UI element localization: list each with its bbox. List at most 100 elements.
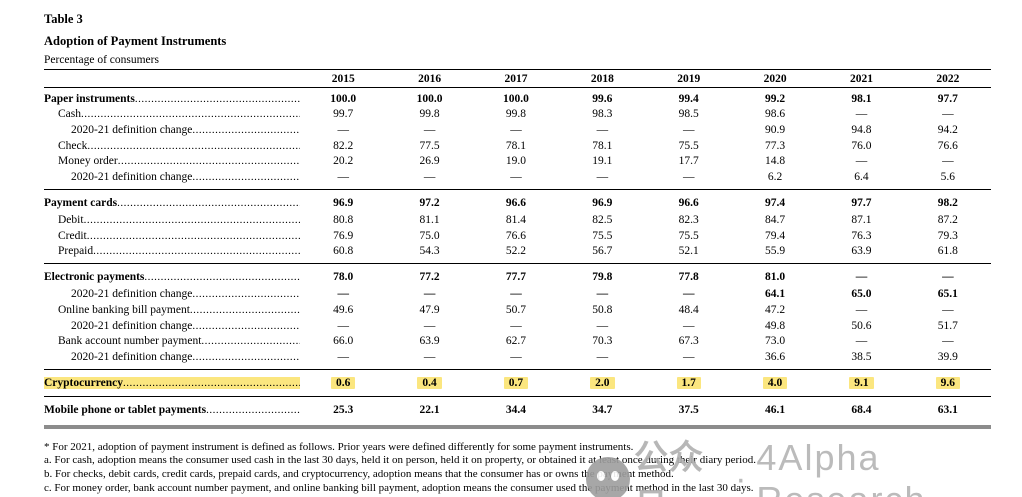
row-label-cell: Cryptocurrency <box>44 376 300 389</box>
cell-value: 65.1 <box>937 288 958 301</box>
value-cell: — <box>300 124 386 136</box>
cell-value: 67.3 <box>678 335 699 348</box>
cell-value: 98.6 <box>765 108 786 121</box>
row-label-cell: 2020-21 definition change <box>44 351 300 363</box>
cell-value: — <box>337 123 349 136</box>
value-cell: 99.7 <box>300 108 386 120</box>
cell-value: 78.1 <box>505 139 526 152</box>
cell-value: 77.8 <box>678 271 699 284</box>
row-label: Paper instruments <box>44 92 135 105</box>
table-row: Money order 20.2 26.9 19.0 19.1 17.7 14.8 — — <box>44 153 991 169</box>
cell-value: — <box>510 170 522 183</box>
dot-leader <box>117 197 300 209</box>
cell-value: 100.0 <box>330 92 357 105</box>
table-row: 2020-21 definition change — — — — — 36.6 38.5 3… <box>44 349 991 365</box>
value-cell: — <box>646 351 732 363</box>
row-label-cell: 2020-21 definition change <box>44 171 300 183</box>
value-cell: 17.7 <box>646 155 732 167</box>
cell-value: — <box>942 303 954 316</box>
row-label-cell: Money order <box>44 155 300 167</box>
cell-value: 26.9 <box>419 155 440 168</box>
value-cell: 66.0 <box>300 335 386 347</box>
cell-value: — <box>423 170 436 183</box>
footnotes: * For 2021, adoption of payment instrume… <box>44 441 991 497</box>
row-label-cell: Prepaid <box>44 245 300 257</box>
cell-value: — <box>855 108 868 121</box>
cell-value: 76.6 <box>937 139 958 152</box>
year-header: 2021 <box>849 72 873 85</box>
value-cell: 97.2 <box>386 197 472 209</box>
value-cell: 99.2 <box>732 93 818 105</box>
cell-value: — <box>423 350 436 363</box>
table-row: Mobile phone or tablet payments 25.3 22.1… <box>44 396 991 420</box>
value-cell: 37.5 <box>646 404 732 416</box>
value-cell: 50.8 <box>559 304 645 316</box>
value-cell: 76.6 <box>473 230 559 242</box>
value-cell: 19.0 <box>473 155 559 167</box>
cell-value: 98.3 <box>592 108 613 121</box>
table-row: Credit 76.9 75.0 76.6 75.5 75.5 79.4 76.3 79.3 <box>44 228 991 244</box>
value-cell: 77.3 <box>732 140 818 152</box>
watermark-cn-text: 公众号 <box>634 439 704 497</box>
value-cell: 76.9 <box>300 230 386 242</box>
cell-value: 87.1 <box>851 213 872 226</box>
cell-value: 100.0 <box>503 92 529 105</box>
value-cell: — <box>300 351 386 363</box>
cell-value: 63.9 <box>419 335 440 348</box>
value-cell: 98.2 <box>905 197 991 209</box>
cell-value: — <box>510 319 522 332</box>
value-cell: 75.5 <box>646 140 732 152</box>
value-cell: 62.7 <box>473 335 559 347</box>
value-cell: 82.2 <box>300 140 386 152</box>
value-cell: 98.6 <box>732 108 818 120</box>
cell-value: 76.9 <box>333 229 354 242</box>
cell-value: — <box>855 271 868 284</box>
cell-value: 63.1 <box>937 404 958 417</box>
cell-value: 19.0 <box>505 155 526 168</box>
cell-value: 99.7 <box>333 108 354 121</box>
cell-value: 22.1 <box>419 404 440 417</box>
row-label-cell: Mobile phone or tablet payments <box>44 404 300 416</box>
value-cell: — <box>473 288 559 300</box>
cell-value: 98.2 <box>937 196 958 209</box>
cell-value: 37.5 <box>678 404 699 417</box>
cell-value: — <box>682 170 695 183</box>
footnote-line: b. For checks, debit cards, credit cards… <box>44 468 674 481</box>
value-cell: 26.9 <box>386 155 472 167</box>
value-cell: 78.1 <box>559 140 645 152</box>
year-header: 2019 <box>677 72 701 85</box>
cell-value: 99.4 <box>678 92 699 105</box>
value-cell: — <box>386 124 472 136</box>
value-cell: — <box>905 155 991 167</box>
cell-value: 80.8 <box>333 213 354 226</box>
value-cell: 50.6 <box>818 320 904 332</box>
cell-value: 79.3 <box>937 229 958 242</box>
value-cell: — <box>646 171 732 183</box>
value-cell: 97.4 <box>732 197 818 209</box>
cell-value: — <box>423 319 436 332</box>
row-label: Electronic payments <box>44 271 145 284</box>
value-cell: — <box>818 335 904 347</box>
value-cell: 54.3 <box>386 245 472 257</box>
value-cell: 98.1 <box>818 93 904 105</box>
value-cell: 65.0 <box>818 288 904 300</box>
cell-value: 17.7 <box>678 155 699 168</box>
cell-value: 94.8 <box>851 123 872 136</box>
cell-value: — <box>596 170 609 183</box>
cell-value: 97.7 <box>937 92 958 105</box>
table-row: 2020-21 definition change — — — — — 49.8 50.6 5… <box>44 318 991 334</box>
dot-leader <box>118 155 300 167</box>
cell-value: 14.8 <box>765 155 786 168</box>
value-cell: — <box>559 320 645 332</box>
cell-value: 96.9 <box>592 196 613 209</box>
value-cell: 76.0 <box>818 140 904 152</box>
table-bottom-rule <box>44 424 991 429</box>
cell-value: 0.7 <box>503 376 529 389</box>
value-cell: — <box>473 171 559 183</box>
row-label-cell: Paper instruments <box>44 93 300 105</box>
cell-value: — <box>682 319 695 332</box>
cell-value: 77.7 <box>505 271 526 284</box>
value-cell: 56.7 <box>559 245 645 257</box>
value-cell: 97.7 <box>905 93 991 105</box>
value-cell: 38.5 <box>818 351 904 363</box>
